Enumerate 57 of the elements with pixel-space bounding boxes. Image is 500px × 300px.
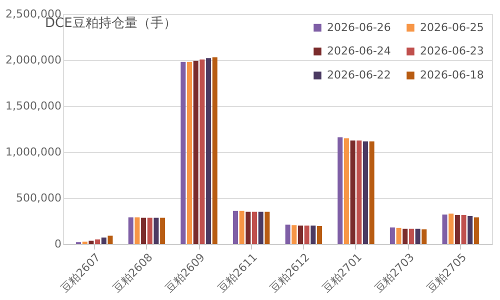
bar — [415, 228, 420, 244]
bar — [338, 137, 343, 244]
bar — [232, 210, 238, 244]
bar — [160, 218, 166, 244]
bar — [154, 218, 159, 244]
legend-label: 2026-06-24 — [327, 44, 391, 58]
legend-label: 2026-06-25 — [420, 20, 484, 34]
bar — [362, 141, 368, 244]
y-tick-label: 1,500,000 — [6, 100, 62, 112]
bar — [298, 226, 303, 244]
bar — [442, 214, 448, 244]
bar — [448, 214, 454, 244]
bar — [454, 215, 460, 244]
bar — [461, 215, 466, 244]
bar — [356, 140, 362, 244]
y-tick-label: 0 — [54, 238, 62, 250]
y-tick-label: 1,000,000 — [6, 146, 62, 158]
bar — [134, 217, 140, 244]
bar — [468, 216, 473, 244]
bar — [408, 228, 414, 244]
legend-label: 2026-06-23 — [420, 44, 484, 58]
bar — [180, 62, 186, 244]
bar — [128, 217, 134, 244]
bar — [474, 217, 479, 244]
bar — [344, 138, 349, 244]
bar — [396, 228, 402, 244]
y-tick-label: 2,000,000 — [6, 54, 62, 66]
bar — [317, 226, 322, 244]
bar — [252, 212, 258, 244]
bar — [264, 212, 270, 244]
bar — [88, 240, 94, 244]
bar — [422, 229, 427, 244]
bar — [390, 227, 395, 244]
bar — [258, 212, 264, 244]
bar — [206, 58, 212, 244]
bar — [212, 57, 218, 244]
bar — [239, 210, 244, 244]
bar — [200, 60, 205, 244]
bar — [246, 212, 251, 244]
bar — [141, 218, 146, 244]
bar — [95, 239, 100, 244]
bar — [108, 236, 113, 244]
bar — [193, 60, 198, 244]
bar — [187, 62, 192, 244]
bar — [310, 226, 316, 244]
bar — [147, 218, 152, 244]
bar — [292, 225, 297, 244]
y-tick-label: 500,000 — [16, 192, 62, 204]
legend-label: 2026-06-26 — [327, 20, 391, 34]
bar — [402, 228, 408, 244]
bar — [285, 224, 290, 244]
legend-label: 2026-06-18 — [420, 68, 484, 82]
bar — [304, 226, 310, 244]
bar — [350, 140, 356, 244]
bar — [369, 141, 374, 244]
legend-label: 2026-06-22 — [327, 68, 391, 82]
bar — [101, 238, 106, 244]
